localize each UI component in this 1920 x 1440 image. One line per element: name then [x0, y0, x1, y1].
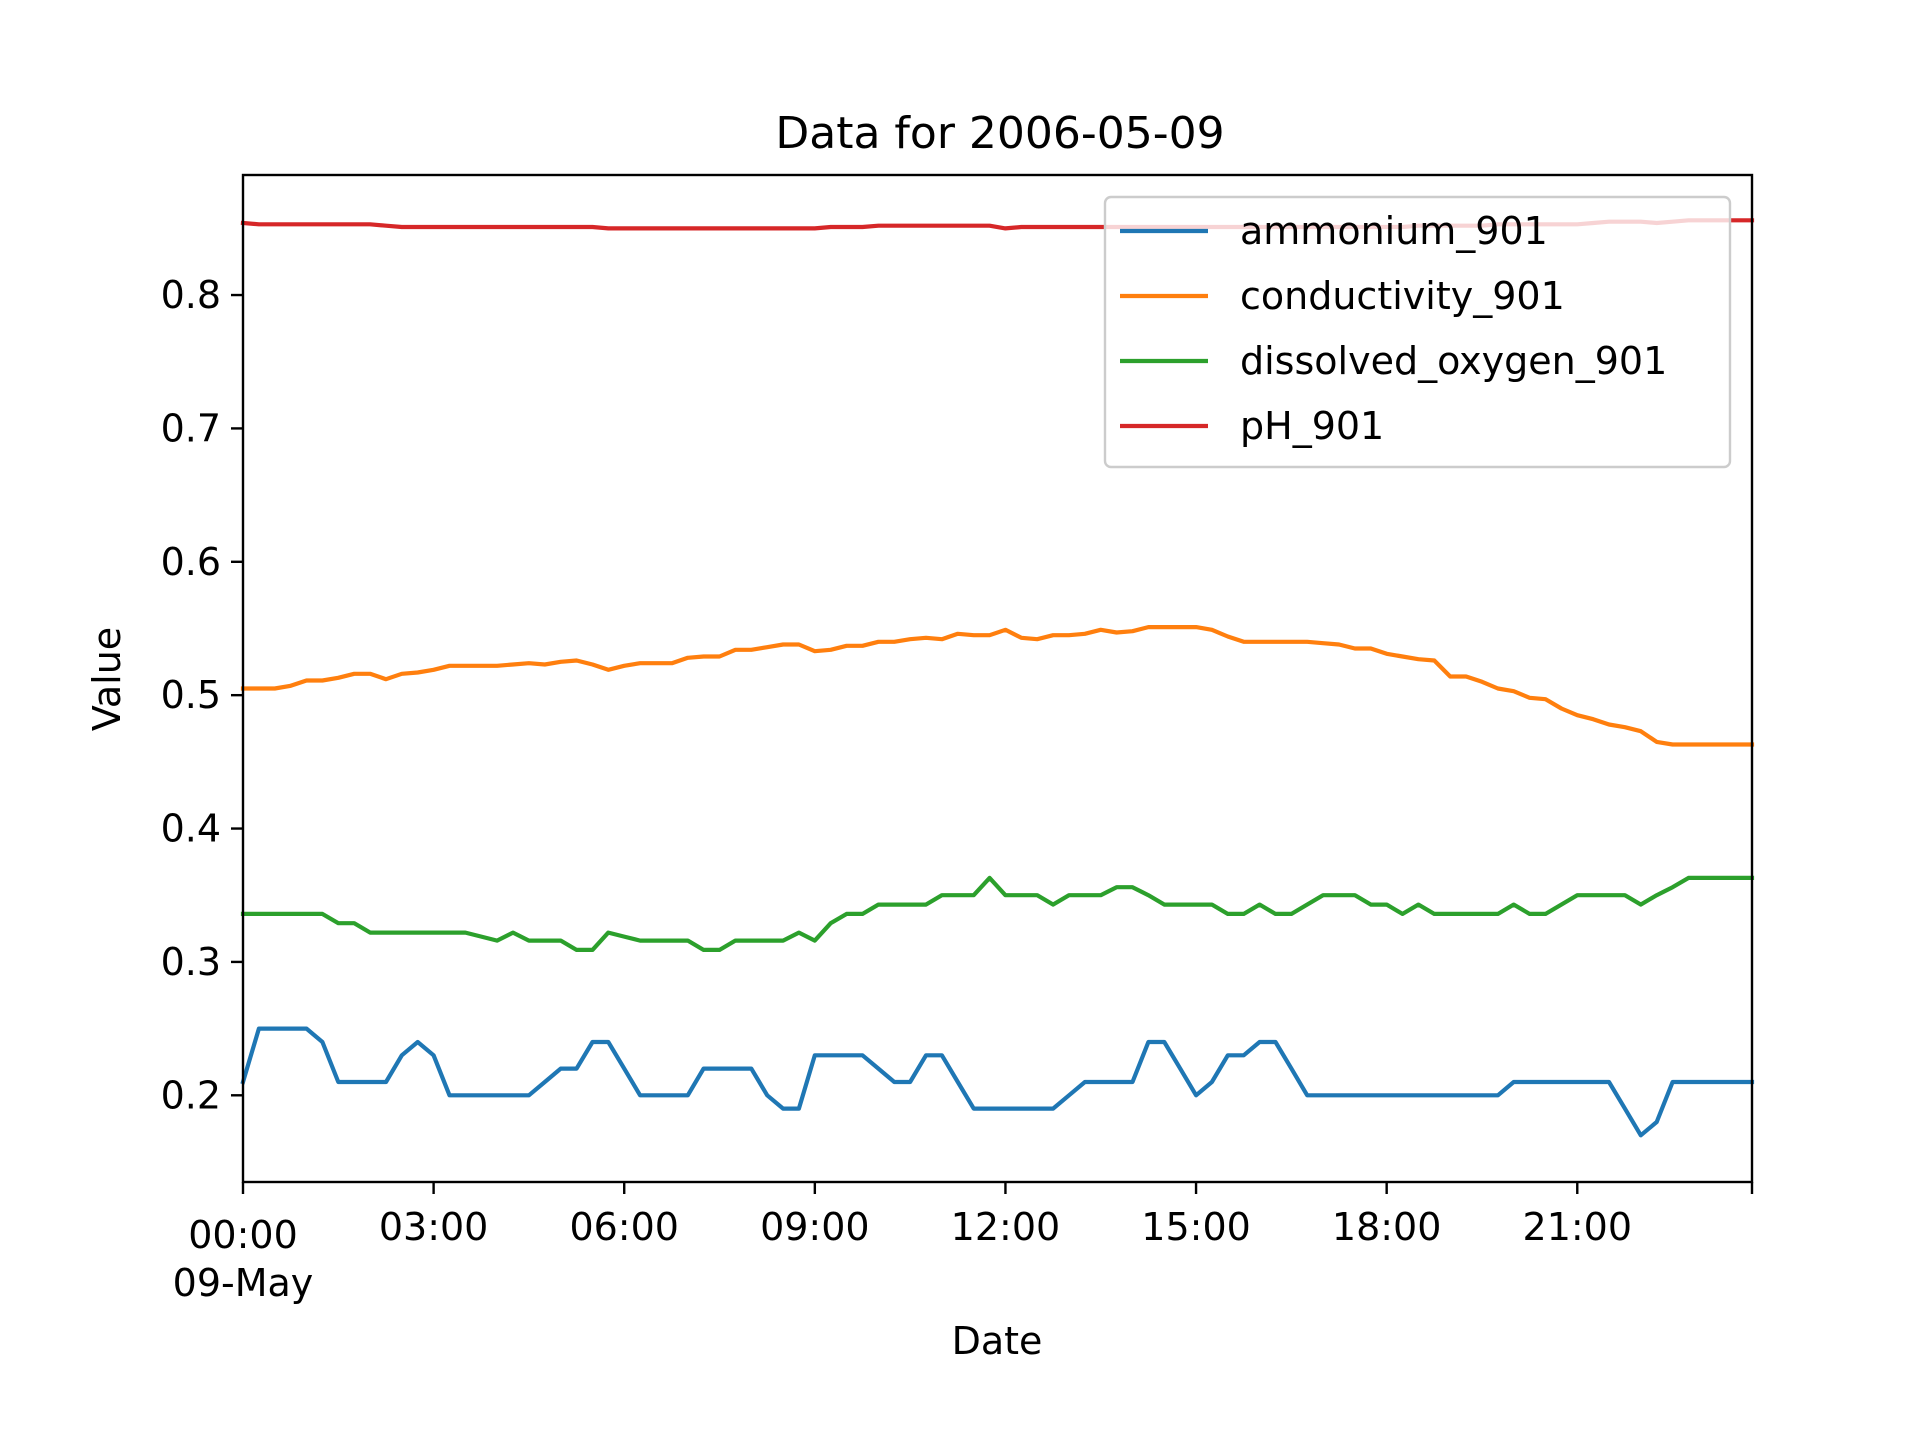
x-axis-label: Date	[952, 1319, 1043, 1363]
series-line-ammonium-901	[240, 1026, 1755, 1138]
legend-label: pH_901	[1240, 404, 1384, 448]
y-tick-label: 0.6	[161, 540, 221, 584]
x-tick-label: 12:00	[951, 1205, 1061, 1249]
chart-title: Data for 2006-05-09	[775, 108, 1224, 159]
y-axis: 0.2 0.3 0.4 0.5 0.6 0.7 0.8	[161, 273, 243, 1117]
legend: ammonium_901 conductivity_901 dissolved_ox…	[1103, 195, 1732, 469]
legend-label: conductivity_901	[1240, 274, 1565, 318]
legend-label: dissolved_oxygen_901	[1240, 339, 1667, 383]
x-tick-label: 06:00	[569, 1205, 679, 1249]
legend-items: ammonium_901 conductivity_901 dissolved_ox…	[1120, 209, 1667, 448]
legend-item-dissolved-oxygen-901: dissolved_oxygen_901	[1120, 339, 1667, 383]
x-tick-label: 00:00	[188, 1213, 298, 1257]
y-tick-label: 0.5	[161, 673, 221, 717]
series-line-conductivity-901	[240, 625, 1755, 747]
x-tick-label: 15:00	[1141, 1205, 1251, 1249]
x-tick-sublabel: 09-May	[173, 1261, 314, 1305]
y-tick-label: 0.7	[161, 406, 221, 450]
legend-item-ammonium-901: ammonium_901	[1120, 209, 1548, 253]
y-tick-label: 0.3	[161, 940, 221, 984]
legend-item-pH-901: pH_901	[1120, 404, 1384, 448]
series-line-dissolved-oxygen-901	[240, 875, 1755, 952]
x-tick-label: 18:00	[1332, 1205, 1442, 1249]
y-axis-label: Value	[85, 627, 129, 731]
x-tick-label: 21:00	[1523, 1205, 1633, 1249]
y-tick-label: 0.2	[161, 1073, 221, 1117]
x-tick-label: 09:00	[760, 1205, 870, 1249]
legend-item-conductivity-901: conductivity_901	[1120, 274, 1565, 318]
y-tick-label: 0.4	[161, 807, 221, 851]
axes-frame	[241, 173, 1754, 1184]
legend-box	[1103, 195, 1732, 469]
legend-label: ammonium_901	[1240, 209, 1548, 253]
y-tick-label: 0.8	[161, 273, 221, 317]
x-tick-label: 03:00	[379, 1205, 489, 1249]
